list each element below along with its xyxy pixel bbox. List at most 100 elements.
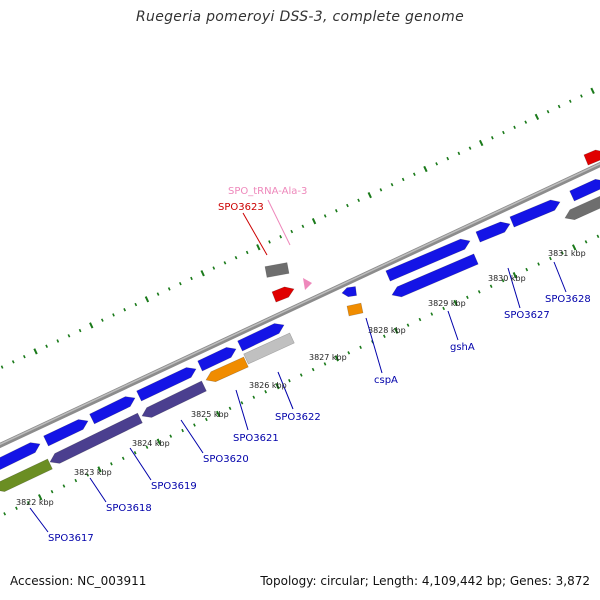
gene-label-trna-ala-3[interactable]: SPO_tRNA-Ala-3: [228, 186, 307, 197]
trna-ala-3-marker: [303, 278, 312, 290]
kbp-label-3827: 3827 kbp: [309, 353, 347, 362]
outer-tick-8: [11, 360, 15, 364]
cds-forward-8: [509, 199, 561, 228]
outer-tick-51: [490, 136, 494, 140]
gene-label-spo3621[interactable]: SPO3621: [233, 433, 279, 444]
inner-tick-49: [560, 251, 564, 255]
outer-tick-44: [412, 172, 416, 176]
outer-tick-12: [56, 339, 60, 343]
gene-label-spo3627[interactable]: SPO3627: [504, 310, 550, 321]
gene-label-cspa[interactable]: cspA: [374, 375, 398, 386]
outer-tick-25: [200, 270, 205, 277]
outer-tick-33: [290, 229, 294, 234]
gene-label-spo3617[interactable]: SPO3617: [48, 533, 94, 544]
inner-tick-13: [133, 451, 137, 455]
inner-tick-5: [37, 494, 43, 501]
inner-tick-48: [549, 256, 552, 261]
inner-tick-43: [489, 284, 493, 288]
cds-spo3628: [564, 195, 600, 221]
leader-line-8: [507, 267, 521, 309]
inner-tick-6: [50, 489, 54, 494]
outer-tick-ring: [0, 87, 595, 369]
leader-line-3: [180, 419, 204, 454]
outer-tick-31: [268, 240, 271, 244]
inner-tick-7: [62, 484, 66, 488]
outer-tick-16: [100, 318, 104, 322]
leader-line-6: [365, 317, 383, 374]
outer-tick-55: [534, 113, 540, 121]
gene-label-spo3623[interactable]: SPO3623: [218, 202, 264, 213]
cds-forward-5: [237, 323, 285, 352]
cds-spo3623: [271, 286, 295, 303]
outer-tick-30: [256, 244, 261, 251]
inner-tick-45: [512, 271, 518, 279]
outer-tick-47: [446, 156, 450, 161]
kbp-label-3826: 3826 kbp: [249, 381, 287, 390]
inner-tick-51: [584, 240, 588, 244]
outer-tick-13: [67, 334, 71, 338]
outer-tick-17: [112, 313, 115, 317]
outer-tick-11: [45, 344, 49, 348]
outer-tick-53: [513, 125, 516, 130]
inner-tick-23: [252, 395, 256, 399]
outer-tick-10: [33, 348, 38, 355]
inner-tick-52: [596, 234, 600, 239]
outer-tick-38: [346, 203, 349, 208]
inner-tick-11: [110, 462, 113, 466]
inner-tick-30: [334, 355, 340, 362]
outer-tick-34: [301, 224, 305, 229]
inner-tick-12: [121, 456, 125, 461]
gene-label-spo3620[interactable]: SPO3620: [203, 454, 249, 465]
leader-line-11: [267, 199, 291, 246]
outer-tick-52: [502, 130, 505, 135]
cds-spo3619: [141, 380, 207, 418]
cds-forward-6: [385, 238, 471, 282]
cds-forward-4: [197, 347, 237, 372]
outer-tick-18: [123, 308, 127, 312]
kbp-label-3824: 3824 kbp: [132, 439, 170, 448]
outer-tick-57: [557, 104, 561, 109]
cds-spo3621: [205, 356, 249, 383]
inner-tick-47: [537, 262, 540, 266]
inner-tick-35: [393, 327, 399, 334]
gene-label-spo3618[interactable]: SPO3618: [106, 503, 152, 514]
kbp-labels: 3822 kbp 3823 kbp 3824 kbp 3825 kbp 3826…: [16, 249, 586, 507]
outer-tick-59: [580, 94, 583, 98]
inner-tick-27: [299, 373, 303, 377]
gene-label-spo3619[interactable]: SPO3619: [151, 481, 197, 492]
outer-tick-36: [323, 214, 327, 218]
outer-tick-35: [311, 217, 317, 225]
cds-spo3622: [243, 332, 295, 365]
inner-tick-4: [26, 501, 30, 505]
gene-label-spo3628[interactable]: SPO3628: [545, 294, 591, 305]
inner-tick-24: [264, 390, 268, 394]
outer-tick-49: [468, 146, 472, 150]
inner-tick-17: [181, 428, 184, 433]
gene-label-spo3622[interactable]: SPO3622: [275, 412, 321, 423]
inner-tick-42: [477, 290, 481, 294]
inner-tick-14: [145, 445, 149, 449]
outer-tick-45: [423, 165, 428, 173]
outer-tick-22: [167, 287, 171, 291]
outer-tick-23: [178, 281, 182, 286]
cds-forward-9: [569, 178, 600, 202]
inner-tick-3: [15, 506, 18, 510]
inner-tick-31: [347, 351, 351, 355]
leader-line-10: [242, 212, 268, 256]
kbp-label-3829: 3829 kbp: [428, 299, 466, 308]
outer-tick-26: [212, 266, 216, 270]
cds-gray-spo3623: [264, 262, 290, 278]
inner-tick-44: [501, 278, 505, 283]
outer-tick-41: [379, 188, 383, 192]
kbp-label-3831: 3831 kbp: [548, 249, 586, 258]
inner-tick-18: [193, 423, 196, 427]
outer-tick-56: [546, 109, 550, 114]
outer-tick-29: [245, 250, 249, 255]
gene-label-gsha[interactable]: gshA: [450, 342, 475, 353]
cds-cspa-blue: [341, 286, 357, 298]
gene-labels: SPO3617 SPO3618 SPO3619 SPO3620 SPO3621 …: [48, 186, 591, 544]
topology-summary: Topology: circular; Length: 4,109,442 bp…: [260, 574, 590, 588]
outer-tick-27: [223, 261, 227, 265]
outer-tick-42: [390, 182, 394, 187]
